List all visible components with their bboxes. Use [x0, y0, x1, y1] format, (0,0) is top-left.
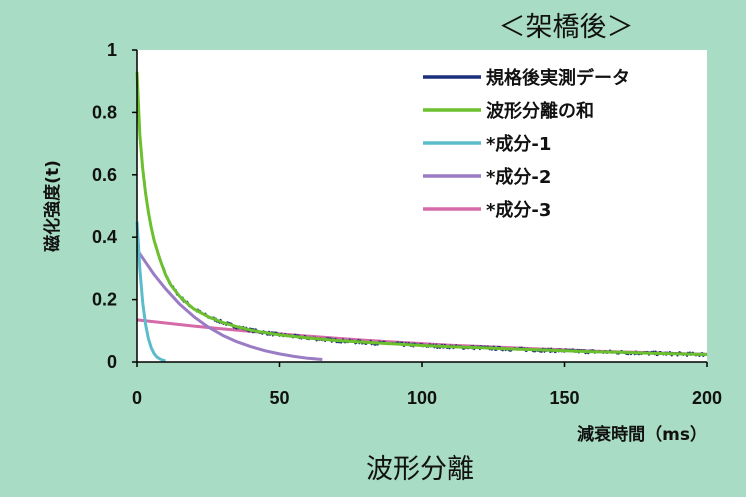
- figure-title: ＜架橋後＞: [499, 12, 634, 43]
- legend-label: *成分-3: [486, 199, 551, 221]
- figure-caption: 波形分離: [366, 454, 474, 485]
- y-tick-label: 1: [107, 40, 117, 60]
- y-axis-title: 磁化強度(t): [42, 160, 63, 252]
- series-line-1: [135, 71, 708, 356]
- y-tick-label: 0.6: [92, 165, 117, 185]
- y-tick-label: 0.2: [92, 290, 117, 310]
- legend-label: *成分-2: [486, 166, 551, 188]
- y-tick-label: 0.8: [92, 102, 117, 122]
- y-tick-label: 0.4: [92, 227, 117, 247]
- x-tick-label: 0: [132, 388, 142, 408]
- x-tick-label: 100: [407, 388, 437, 408]
- x-tick-label: 50: [269, 388, 289, 408]
- y-tick-label: 0: [107, 352, 117, 372]
- x-axis-title: 減衰時間（ms）: [577, 424, 707, 445]
- legend-label: *成分-1: [486, 133, 551, 155]
- series-line-2: [135, 221, 167, 363]
- ticks-layer: 0 50 100 150 200 0 0.2 0.4 0.6 0.8 1: [92, 40, 722, 408]
- x-tick-label: 200: [692, 388, 722, 408]
- series-line-3: [135, 248, 323, 361]
- legend-label: 規格後実測データ: [486, 67, 630, 89]
- plot-area: [137, 50, 707, 362]
- legend-label: 波形分離の和: [486, 100, 594, 122]
- series-layer: [135, 71, 708, 363]
- x-tick-label: 150: [549, 388, 579, 408]
